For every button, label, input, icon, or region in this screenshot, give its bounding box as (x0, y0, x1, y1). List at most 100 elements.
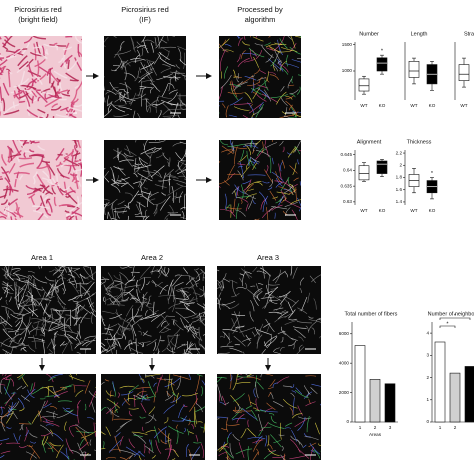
fiber (3, 286, 10, 291)
fiber (148, 140, 166, 143)
fiber (280, 422, 282, 440)
fiber (0, 406, 3, 416)
fiber (36, 326, 48, 331)
fiber (110, 198, 118, 210)
fiber (62, 343, 68, 346)
fiber (175, 287, 193, 292)
fiber (91, 312, 94, 324)
fiber (291, 300, 299, 308)
fiber (139, 67, 142, 73)
micrograph (219, 36, 301, 118)
fiber (66, 57, 70, 65)
fiber (0, 194, 7, 199)
fiber (36, 164, 51, 169)
fiber (0, 454, 5, 459)
fiber (243, 190, 256, 199)
fiber (179, 141, 186, 144)
fiber (15, 330, 19, 336)
fiber (157, 96, 159, 102)
fiber (184, 178, 186, 181)
chart-title: Thickness (407, 139, 432, 145)
box (408, 61, 420, 78)
fiber (232, 69, 236, 77)
fiber (234, 146, 238, 165)
fiber (164, 448, 177, 452)
fiber (153, 341, 156, 351)
fiber (130, 308, 140, 321)
fiber (251, 331, 256, 337)
fiber (202, 306, 205, 311)
fiber (256, 328, 262, 344)
fiber (75, 297, 88, 305)
fiber (40, 385, 54, 389)
fiber (240, 374, 243, 376)
fiber (218, 297, 222, 310)
fiber (284, 63, 300, 68)
fiber (71, 295, 84, 300)
fiber (72, 152, 81, 157)
fiber (242, 41, 250, 46)
fiber (280, 190, 287, 201)
fiber (268, 45, 274, 51)
fiber (17, 313, 24, 331)
fiber (151, 266, 155, 275)
fiber (277, 39, 283, 56)
fiber (108, 283, 115, 293)
fiber (126, 99, 133, 102)
fiber (47, 293, 53, 297)
fiber (283, 189, 294, 194)
fiber (48, 321, 54, 332)
fiber (10, 313, 22, 320)
fiber (13, 172, 30, 175)
fiber (59, 311, 61, 323)
fiber (192, 334, 196, 339)
fiber (47, 69, 59, 84)
significance: * (454, 313, 457, 319)
fiber (31, 294, 36, 307)
fiber (77, 304, 79, 314)
fiber (166, 347, 176, 353)
fiber (295, 186, 298, 202)
fiber (265, 284, 273, 302)
fiber (135, 54, 140, 63)
fiber (224, 332, 226, 338)
fiber (23, 36, 33, 44)
chart-title: Total number of fibers (345, 311, 398, 317)
fiber (141, 395, 146, 398)
fiber (233, 76, 239, 78)
fiber (59, 162, 78, 167)
fiber (182, 108, 186, 110)
fiber (265, 54, 273, 63)
fiber (42, 299, 51, 316)
fiber (32, 274, 48, 284)
fiber (49, 283, 58, 292)
fiber (41, 115, 46, 118)
fiber (139, 87, 147, 90)
fiber (291, 209, 298, 220)
fiber (69, 215, 72, 220)
fiber (1, 170, 10, 174)
fiber (273, 401, 284, 408)
fiber (104, 202, 108, 215)
fiber (71, 140, 79, 142)
fiber (221, 103, 226, 109)
fiber (138, 156, 144, 167)
fiber (132, 308, 135, 323)
fiber (227, 92, 244, 94)
fiber (31, 318, 46, 322)
fiber (169, 76, 175, 81)
fiber (149, 68, 155, 71)
fiber (268, 274, 271, 293)
fiber (4, 374, 7, 377)
y-tick-label: 0 (346, 419, 349, 424)
fiber (104, 327, 114, 331)
fiber (102, 276, 107, 282)
fiber (159, 313, 170, 326)
fiber (197, 421, 203, 423)
fiber (57, 301, 62, 305)
fiber (283, 184, 294, 194)
fiber (111, 69, 118, 72)
fiber (42, 316, 51, 324)
fiber (183, 427, 186, 433)
fiber (165, 175, 179, 179)
